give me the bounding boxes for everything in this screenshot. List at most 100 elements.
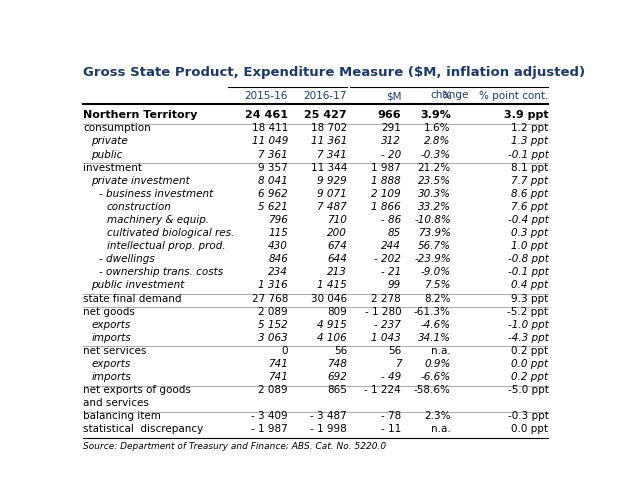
Text: net goods: net goods xyxy=(83,306,135,316)
Text: 8.6 ppt: 8.6 ppt xyxy=(511,188,548,198)
Text: 23.5%: 23.5% xyxy=(418,175,451,185)
Text: 741: 741 xyxy=(268,358,288,368)
Text: 4 915: 4 915 xyxy=(317,319,347,329)
Text: 0.9%: 0.9% xyxy=(425,358,451,368)
Text: %: % xyxy=(441,91,451,101)
Text: -0.4 ppt: -0.4 ppt xyxy=(507,214,548,224)
Text: 8.2%: 8.2% xyxy=(425,293,451,303)
Text: 5 621: 5 621 xyxy=(258,201,288,211)
Text: - 237: - 237 xyxy=(375,319,401,329)
Text: 748: 748 xyxy=(327,358,347,368)
Text: 7 487: 7 487 xyxy=(317,201,347,211)
Text: 796: 796 xyxy=(268,214,288,224)
Text: 846: 846 xyxy=(268,254,288,264)
Text: 2 109: 2 109 xyxy=(371,188,401,198)
Text: 1.3 ppt: 1.3 ppt xyxy=(511,136,548,146)
Text: exports: exports xyxy=(91,319,130,329)
Text: 1 415: 1 415 xyxy=(317,280,347,290)
Text: -0.1 ppt: -0.1 ppt xyxy=(507,267,548,277)
Text: 710: 710 xyxy=(327,214,347,224)
Text: 312: 312 xyxy=(381,136,401,146)
Text: -0.3%: -0.3% xyxy=(421,149,451,159)
Text: 1 043: 1 043 xyxy=(371,332,401,342)
Text: public investment: public investment xyxy=(91,280,185,290)
Text: -61.3%: -61.3% xyxy=(414,306,451,316)
Text: -0.3 ppt: -0.3 ppt xyxy=(507,410,548,420)
Text: net services: net services xyxy=(83,345,147,355)
Text: 5 152: 5 152 xyxy=(258,319,288,329)
Text: 0: 0 xyxy=(282,345,288,355)
Text: - 3 409: - 3 409 xyxy=(252,410,288,420)
Text: 2016-17: 2016-17 xyxy=(303,91,347,101)
Text: Gross State Product, Expenditure Measure ($M, inflation adjusted): Gross State Product, Expenditure Measure… xyxy=(83,66,586,79)
Text: % point cont.: % point cont. xyxy=(479,91,548,101)
Text: 56: 56 xyxy=(388,345,401,355)
Text: 674: 674 xyxy=(327,240,347,250)
Text: -5.0 ppt: -5.0 ppt xyxy=(507,384,548,394)
Text: 1 866: 1 866 xyxy=(371,201,401,211)
Text: Source: Department of Treasury and Finance; ABS. Cat. No. 5220.0: Source: Department of Treasury and Finan… xyxy=(83,441,387,450)
Text: 7 341: 7 341 xyxy=(317,149,347,159)
Text: 11 049: 11 049 xyxy=(252,136,288,146)
Text: 809: 809 xyxy=(327,306,347,316)
Text: 30.3%: 30.3% xyxy=(418,188,451,198)
Text: 8 041: 8 041 xyxy=(258,175,288,185)
Text: -4.3 ppt: -4.3 ppt xyxy=(507,332,548,342)
Text: 18 702: 18 702 xyxy=(311,123,347,133)
Text: 9 071: 9 071 xyxy=(317,188,347,198)
Text: 3.9 ppt: 3.9 ppt xyxy=(504,110,548,120)
Text: n.a.: n.a. xyxy=(431,345,451,355)
Text: -0.8 ppt: -0.8 ppt xyxy=(507,254,548,264)
Text: private investment: private investment xyxy=(91,175,190,185)
Text: 1 987: 1 987 xyxy=(371,162,401,172)
Text: 244: 244 xyxy=(381,240,401,250)
Text: $M: $M xyxy=(386,91,401,101)
Text: 7.6 ppt: 7.6 ppt xyxy=(511,201,548,211)
Text: 0.2 ppt: 0.2 ppt xyxy=(511,345,548,355)
Text: 33.2%: 33.2% xyxy=(418,201,451,211)
Text: and services: and services xyxy=(83,397,150,407)
Text: 6 962: 6 962 xyxy=(258,188,288,198)
Text: 24 461: 24 461 xyxy=(245,110,288,120)
Text: 2015-16: 2015-16 xyxy=(245,91,288,101)
Text: -5.2 ppt: -5.2 ppt xyxy=(507,306,548,316)
Text: -58.6%: -58.6% xyxy=(414,384,451,394)
Text: 3 063: 3 063 xyxy=(258,332,288,342)
Text: 73.9%: 73.9% xyxy=(418,227,451,237)
Text: -0.1 ppt: -0.1 ppt xyxy=(507,149,548,159)
Text: 0.0 ppt: 0.0 ppt xyxy=(511,358,548,368)
Text: - 20: - 20 xyxy=(381,149,401,159)
Text: 11 344: 11 344 xyxy=(311,162,347,172)
Text: 56: 56 xyxy=(334,345,347,355)
Text: - 1 280: - 1 280 xyxy=(365,306,401,316)
Text: 9.3 ppt: 9.3 ppt xyxy=(511,293,548,303)
Text: 115: 115 xyxy=(268,227,288,237)
Text: public: public xyxy=(91,149,122,159)
Text: 200: 200 xyxy=(327,227,347,237)
Text: - 1 998: - 1 998 xyxy=(310,424,347,433)
Text: 30 046: 30 046 xyxy=(311,293,347,303)
Text: 11 361: 11 361 xyxy=(311,136,347,146)
Text: - dwellings: - dwellings xyxy=(99,254,154,264)
Text: 21.2%: 21.2% xyxy=(418,162,451,172)
Text: 213: 213 xyxy=(327,267,347,277)
Text: private: private xyxy=(91,136,128,146)
Text: - 49: - 49 xyxy=(381,371,401,381)
Text: 2 089: 2 089 xyxy=(258,306,288,316)
Text: 1.2 ppt: 1.2 ppt xyxy=(511,123,548,133)
Text: -23.9%: -23.9% xyxy=(414,254,451,264)
Text: statistical  discrepancy: statistical discrepancy xyxy=(83,424,204,433)
Text: - 86: - 86 xyxy=(381,214,401,224)
Text: 1 316: 1 316 xyxy=(258,280,288,290)
Text: -10.8%: -10.8% xyxy=(414,214,451,224)
Text: net exports of goods: net exports of goods xyxy=(83,384,192,394)
Text: balancing item: balancing item xyxy=(83,410,161,420)
Text: 1.0 ppt: 1.0 ppt xyxy=(511,240,548,250)
Text: - business investment: - business investment xyxy=(99,188,213,198)
Text: -9.0%: -9.0% xyxy=(421,267,451,277)
Text: 2.8%: 2.8% xyxy=(425,136,451,146)
Text: construction: construction xyxy=(107,201,172,211)
Text: 7: 7 xyxy=(394,358,401,368)
Text: - ownership trans. costs: - ownership trans. costs xyxy=(99,267,223,277)
Text: 7.7 ppt: 7.7 ppt xyxy=(511,175,548,185)
